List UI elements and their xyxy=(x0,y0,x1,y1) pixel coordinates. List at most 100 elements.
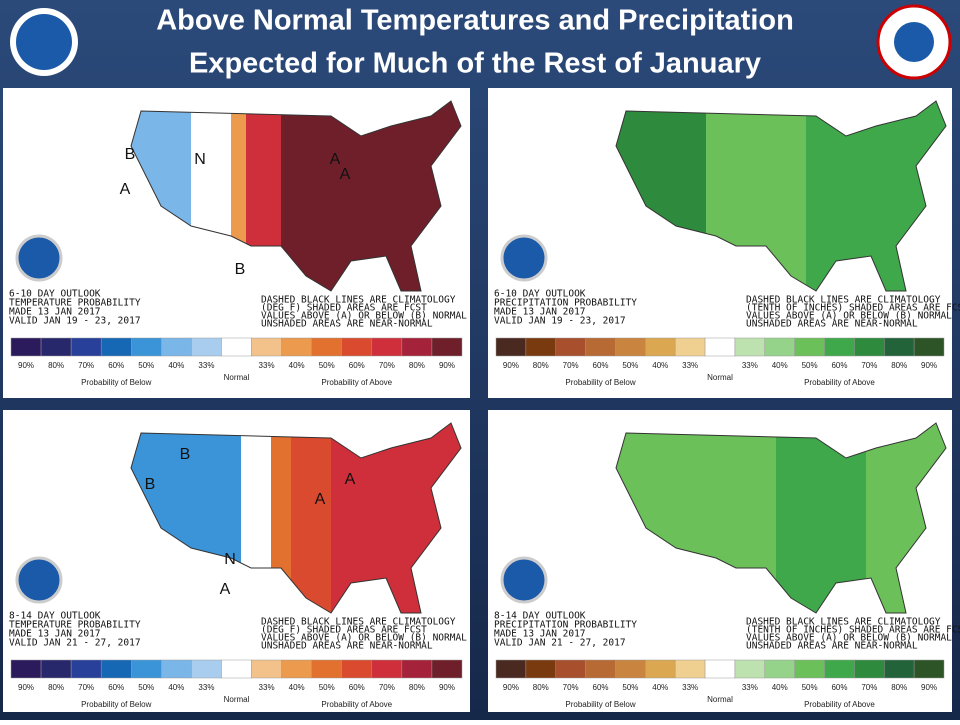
legend-swatch xyxy=(10,659,42,679)
legend-below: Probability of Below xyxy=(565,700,635,709)
outlook-text: VALID JAN 19 - 23, 2017 xyxy=(9,316,141,327)
legend-swatch xyxy=(585,337,616,357)
legend-label: 90% xyxy=(439,361,455,370)
legend-swatch xyxy=(40,337,72,357)
legend-label: 80% xyxy=(48,683,64,692)
outlook-text: PRECIPITATION PROBABILITY xyxy=(494,298,637,309)
legend-swatch xyxy=(704,659,736,679)
legend-label: 40% xyxy=(168,361,184,370)
legend-swatch xyxy=(10,337,42,357)
nws-logo-inner xyxy=(894,22,934,62)
legend-label: 60% xyxy=(349,683,365,692)
note-text: DASHED BLACK LINES ARE CLIMATOLOGY xyxy=(746,295,941,306)
legend-swatch xyxy=(495,659,527,679)
outlook-text: MADE 13 JAN 2017 xyxy=(9,629,101,640)
legend-swatch xyxy=(674,659,706,679)
legend-swatch xyxy=(585,659,616,679)
legend-label: 60% xyxy=(349,361,365,370)
legend-swatch xyxy=(161,659,192,679)
legend-label: 50% xyxy=(319,683,335,692)
outlook-text: 6-10 DAY OUTLOOK xyxy=(9,289,101,300)
legend-label: 90% xyxy=(921,683,937,692)
legend-label: 90% xyxy=(921,361,937,370)
legend-label: 33% xyxy=(742,683,758,692)
outlook-text: 8-14 DAY OUTLOOK xyxy=(494,611,586,622)
legend-label: 70% xyxy=(861,361,877,370)
legend-swatch xyxy=(100,337,132,357)
note-text: (TENTH OF INCHES) SHADED AREAS ARE FCST xyxy=(746,625,960,636)
legend-label: 70% xyxy=(563,683,579,692)
legend-normal: Normal xyxy=(224,695,250,704)
legend-swatch xyxy=(495,337,527,357)
legend-swatch xyxy=(281,659,312,679)
legend-below: Probability of Below xyxy=(565,378,635,387)
legend-swatch xyxy=(555,659,586,679)
legend-swatch xyxy=(794,337,825,357)
legend-below: Probability of Below xyxy=(81,700,151,709)
legend-label: 80% xyxy=(533,683,549,692)
map-label: A xyxy=(340,166,351,183)
legend-above: Probability of Above xyxy=(804,378,875,387)
legend-normal: Normal xyxy=(707,373,733,382)
legend-swatch xyxy=(555,337,586,357)
legend-swatch xyxy=(764,337,795,357)
title-line: Expected for Much of the Rest of January xyxy=(189,48,761,80)
legend-swatch xyxy=(251,659,282,679)
note-text: (TENTH OF INCHES) SHADED AREAS ARE FCST xyxy=(746,303,960,314)
legend-label: 90% xyxy=(18,683,34,692)
map-region xyxy=(291,423,331,613)
legend-swatch xyxy=(824,659,855,679)
legend-swatch xyxy=(615,659,646,679)
map-label: B xyxy=(145,476,156,493)
legend-swatch xyxy=(341,337,373,357)
map-label: N xyxy=(224,551,236,568)
legend-swatch xyxy=(221,337,252,357)
map-label: A xyxy=(345,471,356,488)
note-text: UNSHADED AREAS ARE NEAR-NORMAL xyxy=(261,319,433,330)
legend-swatch xyxy=(525,659,556,679)
outlook-text: 6-10 DAY OUTLOOK xyxy=(494,289,586,300)
map-label: B xyxy=(235,261,246,278)
legend-swatch xyxy=(854,659,885,679)
note-text: DASHED BLACK LINES ARE CLIMATOLOGY xyxy=(746,617,941,628)
legend-label: 80% xyxy=(891,361,907,370)
legend-swatch xyxy=(131,659,162,679)
legend-swatch xyxy=(794,659,825,679)
map-label: A xyxy=(330,151,341,168)
legend-swatch xyxy=(401,659,433,679)
legend-swatch xyxy=(645,337,676,357)
legend-swatch xyxy=(191,659,222,679)
legend-label: 60% xyxy=(108,361,124,370)
legend-swatch xyxy=(40,659,72,679)
legend-swatch xyxy=(251,337,282,357)
legend-label: 90% xyxy=(439,683,455,692)
legend-swatch xyxy=(70,337,102,357)
legend-below: Probability of Below xyxy=(81,378,151,387)
legend-label: 60% xyxy=(593,683,609,692)
legend-swatch xyxy=(674,337,706,357)
legend-swatch xyxy=(100,659,132,679)
legend-label: 80% xyxy=(409,683,425,692)
legend-label: 33% xyxy=(198,361,214,370)
legend-swatch xyxy=(341,659,373,679)
legend-label: 60% xyxy=(108,683,124,692)
legend-swatch xyxy=(281,337,312,357)
legend-swatch xyxy=(131,337,162,357)
legend-label: 80% xyxy=(533,361,549,370)
legend-label: 70% xyxy=(563,361,579,370)
outlook-text: 8-14 DAY OUTLOOK xyxy=(9,611,101,622)
note-text: (DEG F) SHADED AREAS ARE FCST xyxy=(261,625,427,636)
legend-label: 60% xyxy=(831,361,847,370)
outlook-text: TEMPERATURE PROBABILITY xyxy=(9,620,141,631)
legend-swatch xyxy=(191,337,222,357)
legend-swatch xyxy=(913,659,945,679)
map-label: B xyxy=(125,146,136,163)
noaa-badge xyxy=(500,234,548,282)
legend-label: 60% xyxy=(593,361,609,370)
legend-swatch xyxy=(734,659,766,679)
legend-label: 80% xyxy=(409,361,425,370)
legend-swatch xyxy=(401,337,433,357)
legend-swatch xyxy=(734,337,766,357)
